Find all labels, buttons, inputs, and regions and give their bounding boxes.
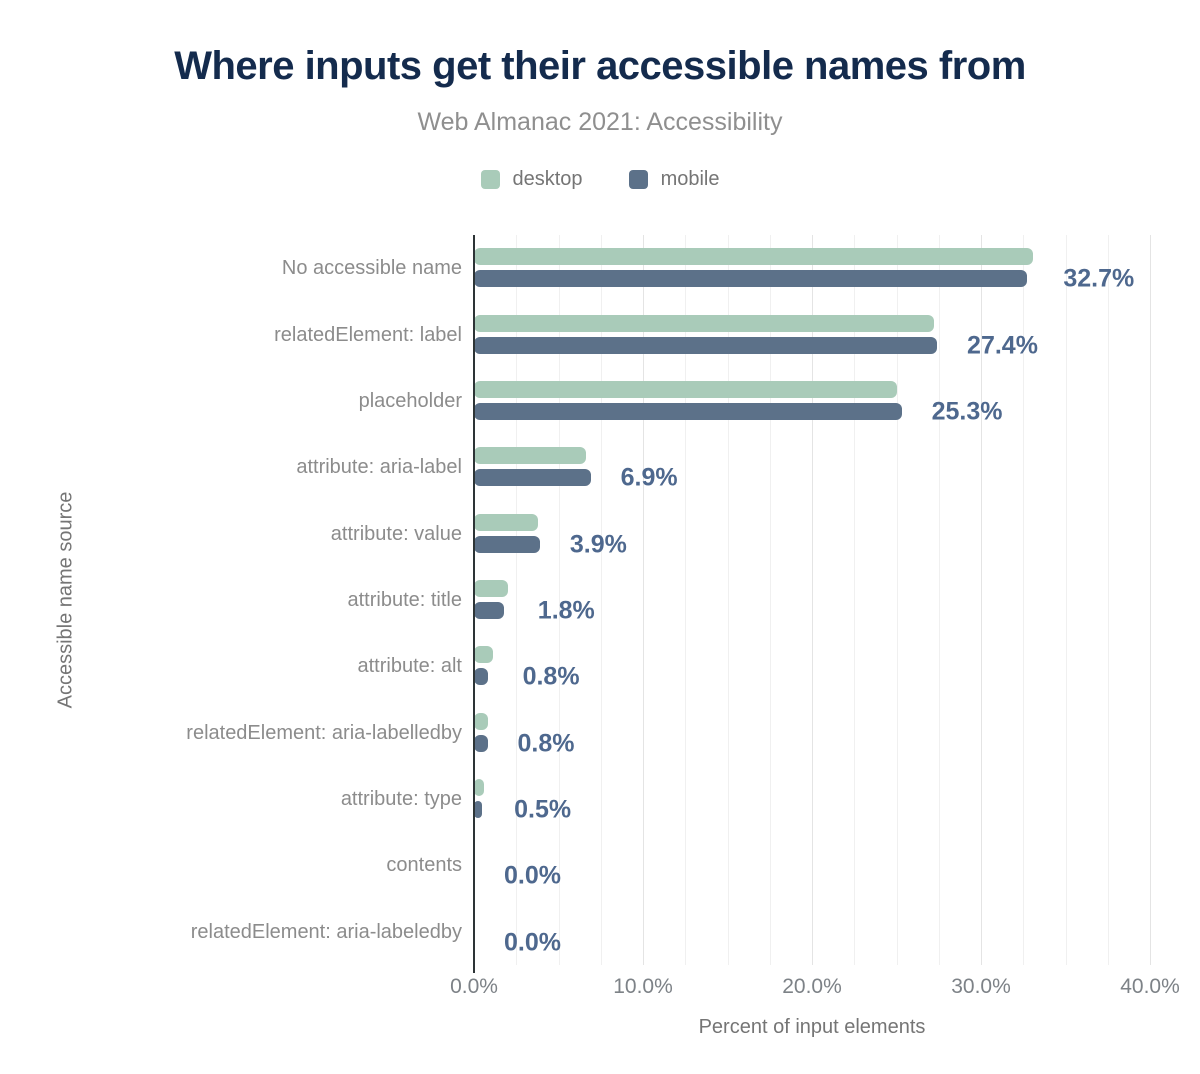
value-label: 32.7% [1063, 264, 1135, 293]
legend: desktop mobile [0, 168, 1200, 191]
y-axis-title: Accessible name source [54, 491, 77, 709]
plot-area: 32.7% 27.4% 25.3% 6.9% 3.9% 1.8% 0.8% 0.8% 0.5% 0… [474, 235, 1151, 965]
gridline [812, 235, 813, 965]
bar-mobile [474, 469, 591, 487]
bar-mobile [474, 801, 483, 819]
legend-item-mobile: mobile [628, 168, 720, 191]
value-label: 0.0% [504, 861, 561, 890]
gridline [769, 235, 771, 965]
category-label: No accessible name [281, 257, 462, 280]
gridline [1150, 235, 1151, 965]
x-axis-title: Percent of input elements [698, 1016, 926, 1038]
bar-desktop [474, 779, 485, 797]
x-tick-label: 20.0% [782, 975, 842, 998]
bar-desktop [474, 580, 508, 597]
value-label: 1.8% [537, 596, 595, 625]
category-label: attribute: title [347, 589, 462, 611]
y-axis-line [473, 235, 475, 973]
category-label: attribute: aria-label [296, 456, 462, 479]
bar-desktop [474, 314, 934, 332]
category-label: attribute: alt [357, 655, 462, 678]
legend-label-mobile: mobile [660, 168, 720, 190]
value-label: 25.3% [931, 397, 1003, 426]
value-label: 0.5% [514, 795, 572, 824]
legend-item-desktop: desktop [480, 168, 583, 191]
gridline [1107, 235, 1109, 965]
bar-mobile [474, 535, 540, 553]
x-tick-label: 0.0% [450, 975, 498, 998]
category-label: contents [386, 854, 462, 877]
category-label: relatedElement: aria-labeledby [190, 920, 462, 943]
x-tick-label: 10.0% [613, 975, 673, 998]
mobile-swatch-icon [628, 170, 648, 189]
bar-desktop [474, 712, 488, 730]
value-label: 0.8% [522, 662, 580, 691]
bar-mobile [474, 602, 505, 619]
bar-desktop [474, 380, 897, 398]
value-label: 3.9% [569, 530, 627, 559]
value-label: 6.9% [620, 463, 678, 492]
bar-desktop [474, 513, 539, 531]
gridline [896, 235, 898, 965]
bar-desktop [474, 646, 493, 664]
bar-mobile [474, 270, 1027, 288]
bar-mobile [474, 668, 488, 686]
gridline [938, 235, 940, 965]
gridline [516, 235, 518, 965]
desktop-swatch-icon [480, 170, 500, 189]
category-label: placeholder [358, 389, 462, 412]
gridline [558, 235, 560, 965]
category-label: relatedElement: aria-labelledby [186, 721, 462, 744]
value-label: 0.8% [517, 729, 575, 758]
gridline [685, 235, 687, 965]
gridline [600, 235, 602, 965]
bar-desktop [474, 447, 586, 465]
bar-mobile [474, 734, 488, 752]
value-label: 27.4% [967, 331, 1038, 360]
legend-label-desktop: desktop [512, 168, 583, 190]
category-axis: No accessible name relatedElement: label p… [0, 235, 462, 965]
gridline [643, 235, 644, 965]
category-label: attribute: type [340, 788, 462, 811]
category-label: relatedElement: label [274, 323, 462, 346]
gridline [727, 235, 729, 965]
category-label: attribute: value [330, 522, 462, 545]
gridline [1023, 235, 1025, 965]
gridline [981, 235, 982, 965]
gridline [1065, 235, 1067, 965]
x-tick-label: 40.0% [1120, 975, 1180, 998]
bar-desktop [474, 248, 1034, 266]
bar-mobile [474, 402, 902, 420]
chart-subtitle: Web Almanac 2021: Accessibility [417, 108, 783, 136]
bar-mobile [474, 336, 938, 354]
chart-title: Where inputs get their accessible names … [174, 44, 1026, 88]
x-tick-label: 30.0% [951, 975, 1011, 998]
gridline [854, 235, 856, 965]
value-label: 0.0% [504, 928, 561, 957]
